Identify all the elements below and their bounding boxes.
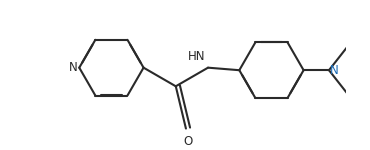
Text: N: N (330, 64, 339, 77)
Text: N: N (69, 61, 78, 74)
Text: HN: HN (188, 50, 205, 63)
Text: O: O (183, 135, 192, 148)
